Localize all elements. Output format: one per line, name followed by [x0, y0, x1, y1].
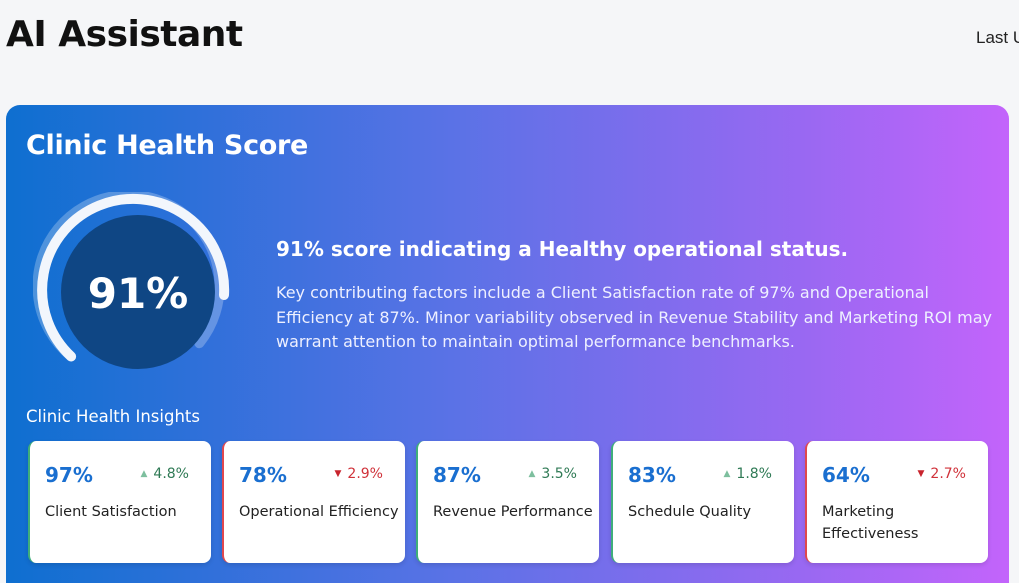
insight-label: Marketing Effectiveness — [822, 504, 919, 542]
insight-card-operational-efficiency[interactable]: 78% ▼ 2.9% Operational Efficiency — [222, 441, 405, 563]
gauge-center — [61, 215, 215, 369]
card-title: Clinic Health Score — [26, 130, 309, 161]
insight-card-revenue-performance[interactable]: 87% ▲ 3.5% Revenue Performance — [416, 441, 599, 563]
last-updated-label: Last U — [976, 28, 1019, 47]
health-score-gauge: 91% — [33, 192, 230, 369]
insight-change-value: 3.5% — [541, 466, 577, 482]
insight-change: ▲ 4.8% — [141, 466, 190, 482]
clinic-health-score-card: Clinic Health Score 91% 91% score indica… — [6, 105, 1009, 583]
insight-card-schedule-quality[interactable]: 83% ▲ 1.8% Schedule Quality — [611, 441, 794, 563]
insight-change: ▼ 2.9% — [335, 466, 384, 482]
insight-change: ▲ 3.5% — [529, 466, 578, 482]
insight-value: 78% — [239, 463, 287, 487]
insight-value: 64% — [822, 463, 870, 487]
insight-value: 97% — [45, 463, 93, 487]
triangle-up-icon: ▲ — [528, 469, 536, 479]
insight-label: Revenue Performance — [433, 504, 593, 520]
insight-label: Schedule Quality — [628, 504, 752, 520]
insight-value: 83% — [628, 463, 676, 487]
gauge-progress — [37, 193, 230, 362]
triangle-up-icon: ▲ — [140, 469, 148, 479]
triangle-up-icon: ▲ — [723, 469, 731, 479]
insight-change: ▼ 2.7% — [918, 466, 967, 482]
score-description: Key contributing factors include a Clien… — [276, 283, 992, 351]
score-headline: 91% score indicating a Healthy operation… — [276, 237, 849, 261]
health-score-value: 91% — [88, 269, 189, 318]
page-title: AI Assistant — [6, 14, 243, 55]
insight-value: 87% — [433, 463, 481, 487]
insight-card-marketing-effectiveness[interactable]: 64% ▼ 2.7% Marketing Effectiveness — [805, 441, 988, 563]
insight-card-client-satisfaction[interactable]: 97% ▲ 4.8% Client Satisfaction — [28, 441, 211, 563]
insight-change-value: 1.8% — [736, 466, 772, 482]
insight-change: ▲ 1.8% — [724, 466, 773, 482]
insight-label: Client Satisfaction — [45, 504, 177, 520]
insight-change-value: 4.8% — [153, 466, 189, 482]
insight-label: Operational Efficiency — [239, 504, 399, 520]
insight-change-value: 2.9% — [347, 466, 383, 482]
triangle-down-icon: ▼ — [917, 469, 925, 479]
insights-title: Clinic Health Insights — [26, 407, 200, 426]
insight-change-value: 2.7% — [930, 466, 966, 482]
triangle-down-icon: ▼ — [334, 469, 342, 479]
